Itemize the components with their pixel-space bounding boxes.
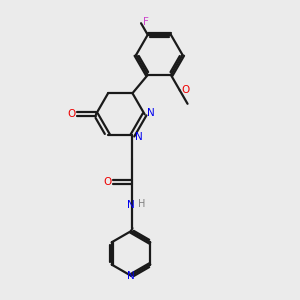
Text: O: O [104,177,112,187]
Text: H: H [138,200,146,209]
Text: N: N [127,200,135,210]
Text: F: F [142,17,148,27]
Text: O: O [181,85,190,95]
Text: N: N [134,132,142,142]
Text: N: N [147,108,154,118]
Text: O: O [67,109,75,119]
Text: N: N [127,271,135,281]
